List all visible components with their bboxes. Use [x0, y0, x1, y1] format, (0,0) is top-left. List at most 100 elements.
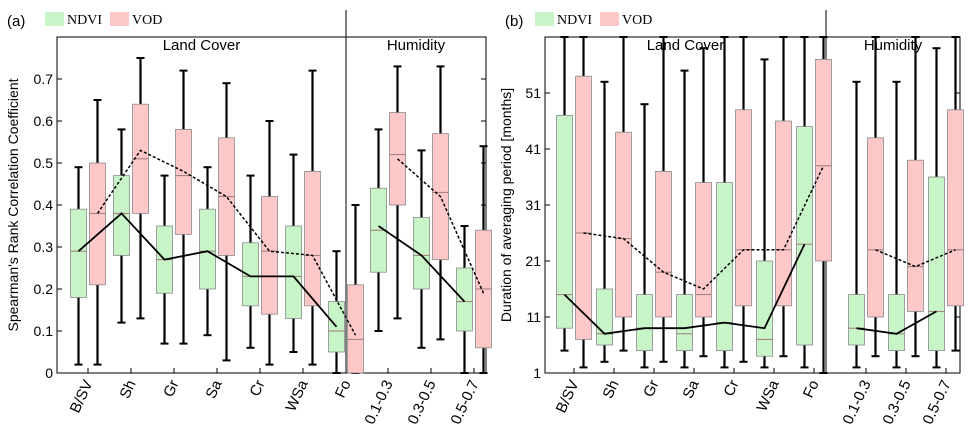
x-category-label: Gr: [640, 378, 662, 400]
x-category-label: Sa: [679, 377, 702, 401]
legend-swatch-ndvi: [535, 12, 554, 26]
box-iqr: [328, 301, 345, 353]
box-vod: [907, 36, 924, 358]
box-vod: [815, 36, 832, 374]
box-iqr: [888, 294, 905, 352]
x-category-label: WSa: [282, 377, 311, 414]
box-iqr: [947, 109, 964, 307]
box-iqr: [575, 75, 592, 340]
y-tick-label: 0: [45, 365, 53, 381]
y-tick-label: 0.3: [34, 239, 54, 255]
box-ndvi: [596, 80, 613, 363]
y-tick-label: 0.4: [34, 197, 54, 213]
box-iqr: [815, 59, 832, 262]
y-tick-label: 21: [525, 253, 541, 269]
legend-swatch-ndvi: [45, 12, 64, 26]
box-iqr: [655, 170, 672, 318]
mean-line-ndvi: [77, 212, 338, 328]
box-ndvi: [113, 128, 130, 324]
group-title: Humidity: [864, 37, 923, 54]
y-tick-label: 31: [525, 197, 541, 213]
box-vod: [867, 36, 884, 358]
box-vod: [304, 69, 321, 366]
mean-line-vod: [583, 165, 825, 290]
box-iqr: [695, 182, 712, 318]
box-iqr: [676, 294, 693, 352]
mean-line-vod: [875, 249, 956, 268]
box-iqr: [867, 137, 884, 318]
x-category-label: B/SV: [553, 378, 583, 416]
box-vod: [347, 204, 364, 374]
legend: NDVI VOD: [535, 12, 652, 28]
box-ndvi: [716, 36, 733, 369]
box-ndvi: [796, 36, 813, 369]
box-iqr: [775, 120, 792, 307]
x-category-label: WSa: [753, 377, 782, 414]
x-category-label: Cr: [247, 378, 269, 400]
box-vod: [389, 65, 406, 320]
box-iqr: [716, 182, 733, 352]
group-title: Humidity: [387, 37, 446, 54]
box-iqr: [70, 208, 87, 298]
box-vod: [261, 120, 278, 366]
box-ndvi: [199, 166, 216, 337]
box-ndvi: [928, 47, 945, 369]
box-iqr: [413, 217, 430, 290]
x-category-label: 0.5-0.7: [447, 378, 482, 428]
panel-label: (a): [7, 13, 25, 30]
panel-label: (b): [505, 13, 523, 30]
legend-label-ndvi: NDVI: [67, 13, 102, 28]
y-tick-label: 0.5: [34, 155, 54, 171]
box-vod: [218, 82, 235, 362]
box-vod: [175, 69, 192, 345]
box-iqr: [735, 109, 752, 307]
y-tick-label: 0.6: [34, 113, 54, 129]
box-ndvi: [370, 128, 387, 332]
legend-label-ndvi: NDVI: [557, 13, 592, 28]
box-ndvi: [70, 166, 87, 366]
x-category-label: Cr: [721, 378, 743, 400]
y-tick-label: 11: [526, 309, 541, 325]
box-iqr: [615, 131, 632, 318]
x-category-label: B/SV: [67, 378, 97, 416]
mean-line-vod: [96, 149, 357, 336]
x-category-label: Sh: [116, 378, 139, 402]
legend-swatch-vod: [600, 12, 619, 26]
box-ndvi: [756, 58, 773, 369]
y-tick-label: 1: [533, 365, 541, 381]
group-title: Land Cover: [647, 37, 725, 54]
legend-label-vod: VOD: [132, 13, 162, 28]
x-category-label: Sh: [599, 378, 622, 402]
y-tick-label: 41: [525, 141, 541, 157]
x-category-label: 0.1-0.3: [839, 378, 874, 428]
box-ndvi: [848, 80, 865, 369]
y-tick-label: 51: [525, 85, 541, 101]
box-iqr: [556, 115, 573, 329]
box-iqr: [636, 294, 653, 352]
y-axis-title: Duration of averaging period [months]: [498, 88, 514, 322]
box-ndvi: [413, 149, 430, 349]
box-vod: [735, 36, 752, 363]
box-ndvi: [636, 103, 653, 369]
y-tick-label: 0.7: [34, 71, 54, 87]
mean-line-ndvi: [856, 310, 937, 335]
box-iqr: [756, 260, 773, 357]
box-vod: [475, 145, 492, 374]
box-iqr: [347, 284, 364, 374]
group-title: Land Cover: [163, 37, 241, 54]
box-iqr: [175, 128, 192, 235]
box-vod: [695, 47, 712, 358]
box-vod: [615, 36, 632, 352]
x-category-label: 0.1-0.3: [361, 378, 396, 428]
series-vod: [575, 36, 964, 374]
box-iqr: [907, 159, 924, 312]
box-iqr: [796, 126, 813, 346]
series-vod: [89, 57, 492, 374]
mean-line-vod: [397, 158, 485, 294]
box-iqr: [928, 176, 945, 352]
x-category-label: Fo: [800, 378, 823, 401]
legend: NDVI VOD: [45, 12, 162, 28]
y-tick-label: 0.2: [34, 281, 54, 297]
